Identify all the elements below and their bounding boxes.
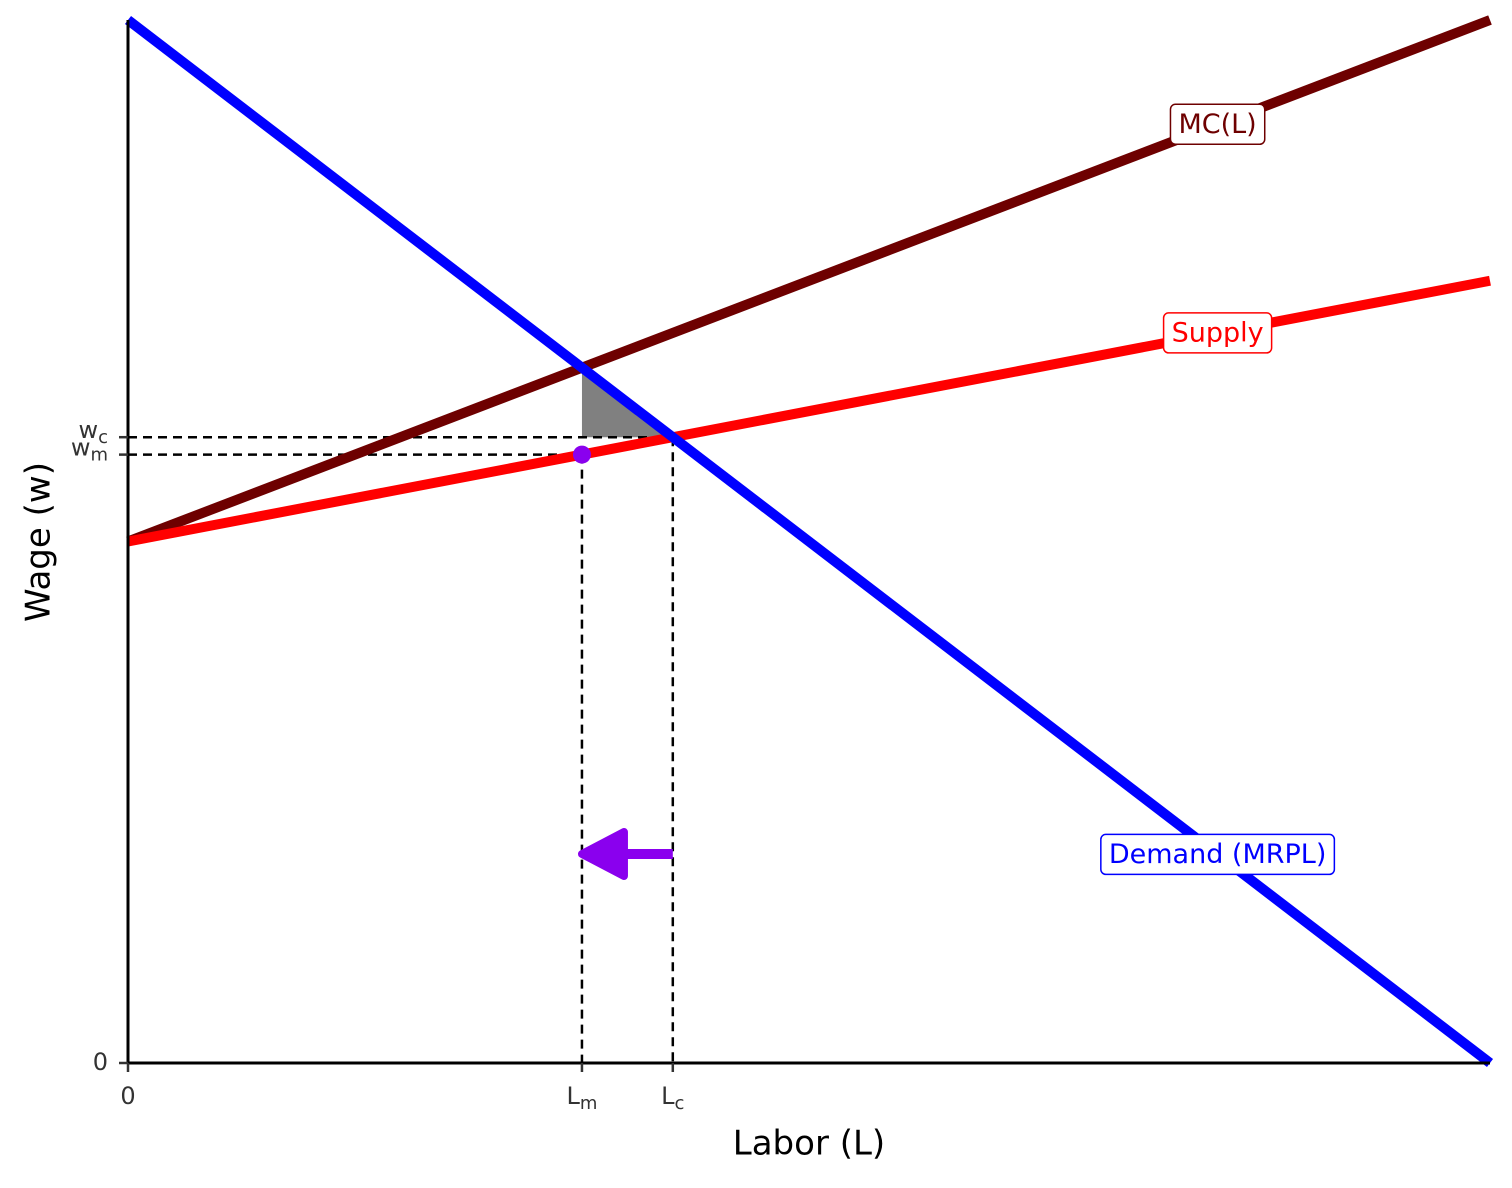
y-axis-title: Wage (w)	[19, 462, 59, 622]
shift-arrowhead	[577, 828, 628, 880]
curve-label: Demand (MRPL)	[1100, 833, 1336, 876]
x-axis-title: Labor (L)	[733, 1124, 885, 1164]
series-line	[126, 15, 1492, 547]
series-line	[127, 275, 1491, 547]
curve-label-text: Demand (MRPL)	[1109, 839, 1327, 870]
x-tick-label: Lc	[661, 1082, 684, 1114]
y-tick-label: 0	[93, 1048, 108, 1076]
equilibrium-point	[572, 445, 591, 464]
series-line	[124, 16, 1494, 1067]
curve-label: Supply	[1162, 312, 1273, 354]
x-tick-label: 0	[120, 1082, 135, 1110]
curve-label-box	[1169, 103, 1266, 146]
curve-label-text: Supply	[1172, 317, 1264, 348]
curve-label: MC(L)	[1169, 103, 1266, 146]
curve-label-text: MC(L)	[1178, 109, 1256, 140]
curve-label-box	[1162, 312, 1273, 354]
x-tick-label: Lm	[566, 1082, 597, 1114]
y-tick-label: wc	[78, 416, 108, 448]
curve-label-box	[1100, 833, 1336, 876]
